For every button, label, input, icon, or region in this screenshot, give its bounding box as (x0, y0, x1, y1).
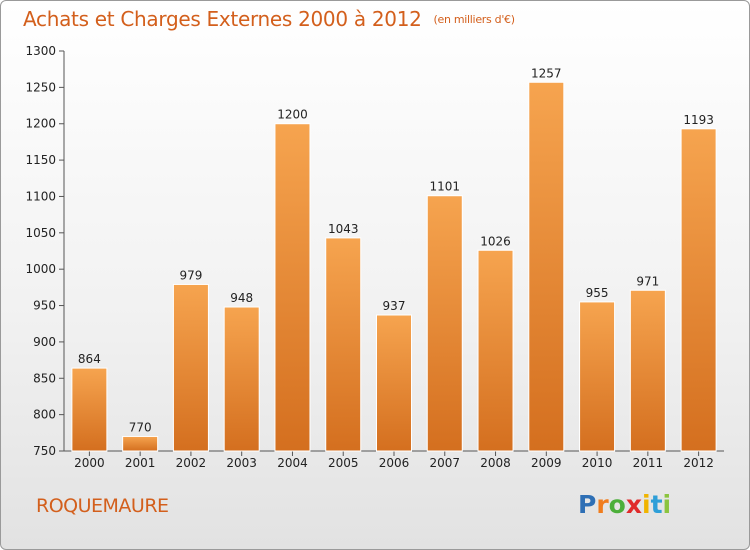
y-tick-label: 950 (33, 299, 56, 313)
chart-title: Achats et Charges Externes 2000 à 2012 (e… (23, 7, 515, 31)
data-label-2007: 1101 (429, 180, 460, 194)
y-tick-label: 1250 (25, 80, 56, 94)
axes: 750 800 850 900 950 1000 1050 1100 1150 1200 1250 1… (25, 44, 724, 470)
logo-letter: i (642, 490, 651, 519)
x-tick-label-2006: 2006 (379, 456, 410, 470)
bar-2005 (325, 237, 362, 452)
data-label-2006: 937 (383, 299, 406, 313)
x-tick-label-2004: 2004 (277, 456, 308, 470)
data-label-2001: 770 (129, 420, 152, 434)
chart-title-text: Achats et Charges Externes 2000 à 2012 (23, 7, 422, 31)
logo-letter: o (608, 490, 626, 519)
data-label-2005: 1043 (328, 222, 359, 236)
x-tick-label-2002: 2002 (176, 456, 207, 470)
bar-2010 (579, 301, 616, 452)
y-tick-label: 1050 (25, 226, 56, 240)
bar-2007 (426, 195, 463, 452)
data-label-2000: 864 (78, 352, 101, 366)
x-tick-label-2005: 2005 (328, 456, 359, 470)
x-tick-label-2003: 2003 (226, 456, 257, 470)
x-tick-label-2012: 2012 (683, 456, 714, 470)
data-label-2003: 948 (230, 291, 253, 305)
data-label-2004: 1200 (277, 108, 308, 122)
y-tick-label: 1200 (25, 117, 56, 131)
bar-2000 (71, 367, 108, 452)
y-tick-label: 900 (33, 335, 56, 349)
x-tick-label-2009: 2009 (531, 456, 562, 470)
bar-2001 (122, 435, 159, 452)
chart-subtitle: (en milliers d'€) (433, 13, 515, 26)
proxiti-logo: Proxiti (578, 490, 671, 519)
logo-letter: x (625, 490, 642, 519)
logo-letter: r (596, 490, 609, 519)
bar-2011 (629, 289, 666, 452)
bar-2006 (376, 314, 412, 452)
data-label-2008: 1026 (480, 234, 511, 248)
data-label-2009: 1257 (531, 66, 562, 80)
y-tick-label: 1150 (25, 153, 56, 167)
data-label-2002: 979 (179, 268, 202, 282)
bar-2004 (274, 123, 311, 452)
x-tick-label-2011: 2011 (633, 456, 664, 470)
data-label-2012: 1193 (683, 113, 714, 127)
bars: 864 770 979 948 1200 1043 937 1101 1026 1257 955 97… (71, 66, 717, 452)
data-label-2011: 971 (636, 274, 659, 288)
x-tick-label-2008: 2008 (480, 456, 511, 470)
y-tick-label: 1100 (25, 189, 56, 203)
x-tick-label-2007: 2007 (429, 456, 460, 470)
y-tick-label: 1300 (25, 44, 56, 58)
bar-2012 (680, 128, 717, 452)
logo-letter: t (650, 490, 663, 519)
x-tick-label-2001: 2001 (125, 456, 156, 470)
x-tick-label-2010: 2010 (582, 456, 613, 470)
bar-2009 (528, 81, 565, 452)
logo-letter: i (662, 490, 672, 519)
logo-letter: P (578, 490, 597, 519)
x-tick-label-2000: 2000 (74, 456, 105, 470)
y-tick-label: 1000 (25, 262, 56, 276)
bar-2008 (477, 249, 514, 452)
data-label-2010: 955 (586, 286, 609, 300)
y-tick-label: 750 (33, 444, 56, 458)
commune-name: ROQUEMAURE (36, 495, 169, 517)
y-tick-label: 850 (33, 371, 56, 385)
bar-2002 (172, 283, 209, 452)
y-tick-label: 800 (33, 408, 56, 422)
bar-2003 (223, 306, 260, 452)
